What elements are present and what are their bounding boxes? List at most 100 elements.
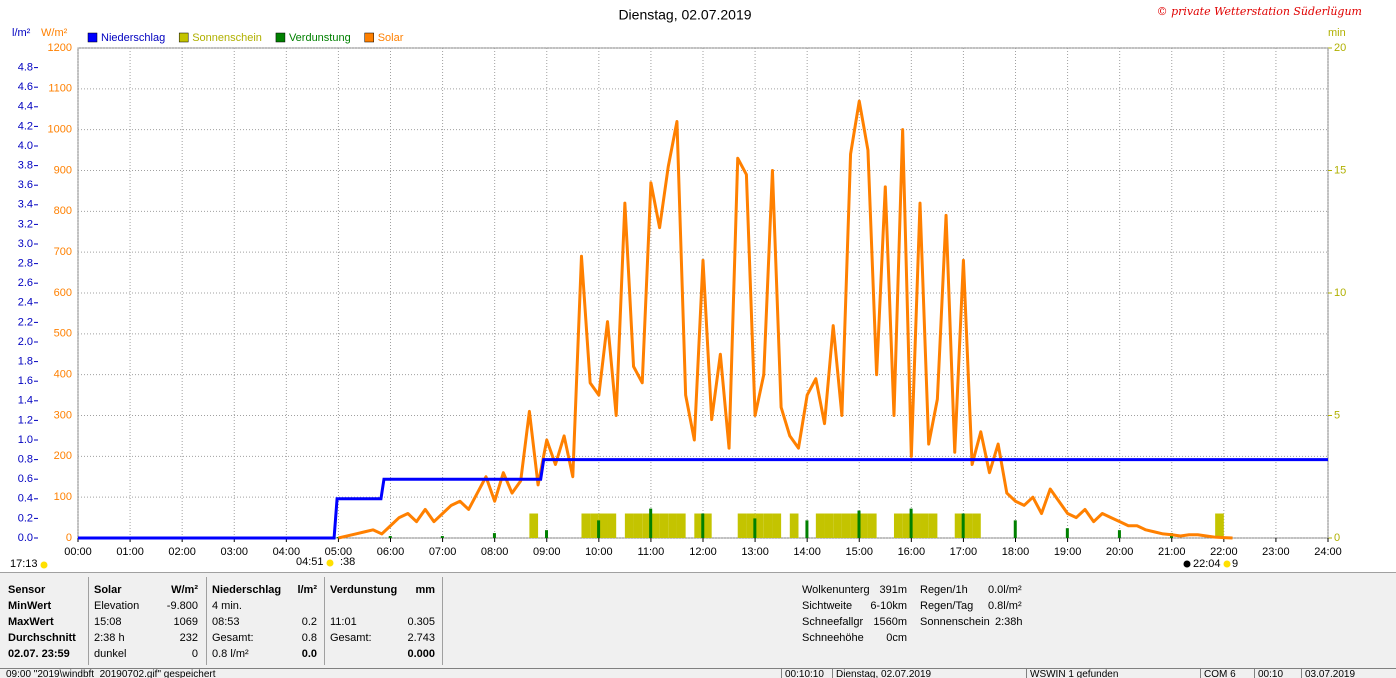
bar [833,513,842,538]
x-tick-label: 13:00 [741,546,769,558]
y3-tick-label: 0 [1334,532,1340,544]
status-field: 00:10 [1258,669,1284,678]
info-value: 2:38h [995,616,1023,628]
bar [753,518,757,538]
bar [789,513,799,538]
y2-tick-label: 4.6 [18,81,33,93]
y2-tick-label: 0.2 [18,512,33,524]
y-tick-label: 300 [54,409,72,421]
legend-swatch [87,32,98,43]
bar [545,530,549,538]
solar-line [338,99,1233,540]
bar [492,533,496,538]
bar [440,536,444,538]
y2-tick-label: 0.8 [18,454,33,466]
y2-tick-label: 3.8 [18,160,33,172]
y2-tick-label: 2.2 [18,316,33,328]
credit: © private Wetterstation Süderlügum [1157,5,1362,18]
y2-tick-label: 3.0 [18,238,33,250]
info-label: Schneehöhe [802,632,864,644]
x-tick-label: 19:00 [1054,546,1082,558]
status-field: 09:00 "2019\windbft_20190702.gif" gespei… [6,669,216,678]
x-tick-label: 05:00 [325,546,353,558]
y2-tick-label: 2.4 [18,297,33,309]
y-tick-label: 1100 [48,83,72,95]
info-value: 1560m [873,616,907,628]
time-marker: 04:51 [296,556,324,568]
bar [902,513,912,538]
x-tick-label: 17:00 [950,546,978,558]
bar [598,513,608,538]
chart-title: Dienstag, 02.07.2019 [618,7,751,23]
separator [442,577,443,665]
info-value: 0.8l/m² [988,600,1022,612]
table-cell: MaxWert [8,616,54,628]
status-separator [832,669,833,678]
bar [755,513,764,538]
bar [911,513,921,538]
bar [1117,530,1121,538]
info-label: Sonnenschein [920,616,990,628]
bar [659,513,669,538]
bar [607,513,617,538]
bar [850,513,860,538]
info-label: Wolkenunterg [802,584,870,596]
bar [388,536,392,538]
x-tick-label: 06:00 [377,546,405,558]
table-cell: Sensor [8,584,46,596]
table-cell: 0.305 [407,616,435,628]
x-tick-label: 14:00 [793,546,821,558]
status-field: WSWIN 1 gefunden [1030,669,1119,678]
marker-dot [40,561,48,569]
table-cell: l/m² [297,584,317,596]
bar [737,513,747,538]
y3-axis-label: min [1328,27,1346,39]
legend-label: Sonnenschein [192,32,262,44]
bar [529,513,539,538]
y-tick-label: 100 [54,491,72,503]
bar [633,513,643,538]
x-tick-label: 15:00 [845,546,873,558]
bar [650,513,660,538]
bar [841,513,851,538]
time-marker: 17:13 [10,558,38,570]
marker-dot [1223,560,1231,568]
info-value: 391m [879,584,907,596]
y2-tick-label: 0.0 [18,532,33,544]
time-marker: 9 [1232,558,1238,570]
separator [324,577,325,665]
legend-swatch [275,32,286,43]
y-tick-label: 700 [54,246,72,258]
status-separator [781,669,782,678]
bar [590,513,599,538]
status-field: 00:10:10 [785,669,824,678]
table-cell: 0 [191,648,198,660]
y-tick-label: 1000 [48,124,72,136]
table-cell: Gesamt: [212,632,254,644]
y3-tick-label: 5 [1334,409,1340,421]
y2-tick-label: 4.0 [18,140,33,152]
legend-label: Verdunstung [289,32,351,44]
y-axis-label: W/m² [41,27,68,39]
y-tick-label: 400 [54,369,72,381]
bar [642,513,651,538]
y2-tick-label: 4.8 [18,62,33,74]
x-tick-label: 22:00 [1210,546,1238,558]
table-cell: 0.0 [301,648,317,660]
table-cell: 1069 [173,616,198,628]
x-tick-label: 09:00 [533,546,561,558]
x-tick-label: 23:00 [1262,546,1290,558]
info-label: Regen/1h [920,584,968,596]
y3-tick-label: 20 [1334,42,1346,54]
rain-line [78,458,1328,540]
table-cell: 232 [179,632,198,644]
bar [772,513,782,538]
bar [1013,520,1017,538]
y3-tick-label: 15 [1334,164,1346,176]
x-tick-label: 04:00 [273,546,301,558]
x-tick-label: 11:00 [638,546,665,558]
info-label: Regen/Tag [920,600,974,612]
x-tick-label: 24:00 [1314,546,1342,558]
table-cell: 11:01 [330,616,357,628]
